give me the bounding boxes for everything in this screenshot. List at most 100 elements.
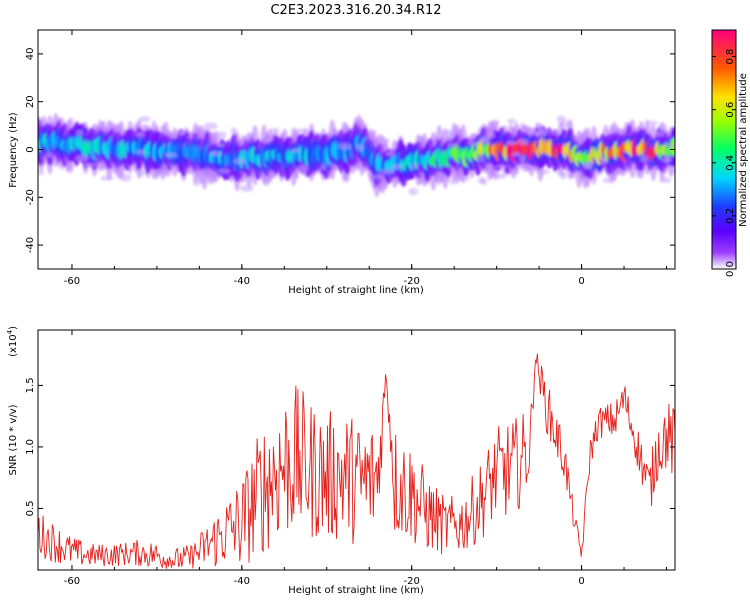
spectrogram-speck [139, 116, 151, 122]
figure-title: C2E3.2023.316.20.34.R12 [270, 3, 441, 18]
snr-panel: -60 -40 -20 0 0.5 1.0 1.5 Height of straight l… [6, 326, 676, 596]
spectrogram-speck [665, 143, 675, 148]
spectrogram-speck [233, 157, 246, 165]
spectrogram-speck [479, 135, 490, 142]
spectrogram-x-label: Height of straight line (km) [288, 285, 424, 296]
snr-ticks: -60 -40 -20 0 0.5 1.0 1.5 [25, 330, 675, 587]
spectrogram-x-tick-label: 0 [578, 276, 584, 287]
colorbar-ticks: 0.0 0.2 0.4 0.6 0.8 [712, 49, 736, 277]
snr-series-line [38, 353, 675, 569]
spectrogram-y-tick-label: -40 [25, 237, 36, 253]
colorbar-frame [711, 29, 737, 270]
snr-scale-label: (x104) [6, 326, 19, 357]
spectrogram-speck [338, 142, 352, 151]
snr-y-tick-label: 1.5 [25, 377, 36, 393]
spectrogram-y-tick-label: -20 [25, 189, 36, 205]
snr-x-tick-label: -60 [64, 576, 80, 587]
spectrogram-speck [516, 138, 529, 146]
colorbar-tick-label: 0.8 [725, 49, 736, 65]
spectrogram-speck [355, 143, 365, 152]
spectrogram-speck [488, 120, 500, 126]
spectrogram-speck [381, 168, 395, 175]
spectrogram-speck [135, 149, 146, 155]
spectrogram-speck [176, 130, 186, 136]
snr-x-tick-label: -20 [404, 576, 420, 587]
spectrogram-speck [38, 169, 45, 176]
spectrogram-speck [385, 151, 396, 157]
snr-x-tick-label: -40 [234, 576, 250, 587]
spectrogram-speck [290, 148, 300, 153]
spectrogram-speck [602, 177, 613, 183]
spectrogram-ticks: -60 -40 -20 0 -40 -20 0 20 40 [25, 30, 675, 287]
spectrogram-y-label: Frequency (Hz) [8, 112, 19, 188]
spectrogram-speck [197, 175, 210, 184]
spectrogram-speck [648, 120, 658, 126]
spectrogram-speck [320, 163, 327, 171]
spectrogram-speck [467, 140, 479, 147]
colorbar-tick-label: 0.0 [725, 261, 736, 277]
spectrogram-speck [261, 138, 272, 144]
spectrogram-speck [150, 169, 162, 176]
spectrogram-speck [653, 131, 665, 137]
spectrogram-speck [556, 115, 566, 123]
spectrogram-speck [477, 176, 486, 184]
spectrogram-speck [555, 171, 568, 176]
spectrogram-speck [519, 154, 527, 162]
colorbar-gradient [712, 30, 736, 269]
spectrogram-speck [217, 168, 231, 174]
spectrogram-speck [659, 177, 672, 183]
snr-y-label: SNR (10 * v/v) [8, 404, 19, 475]
snr-x-tick-label: 0 [578, 576, 584, 587]
spectrogram-speck [100, 175, 114, 181]
spectrogram-speck [198, 169, 207, 177]
spectrogram-speck [639, 155, 649, 163]
spectrogram-speck [116, 166, 125, 175]
colorbar-label: Normalized spectral amplitude [738, 73, 749, 227]
colorbar-tick-label: 0.6 [725, 102, 736, 118]
spectrogram-speck [208, 150, 223, 157]
spectrogram-speck [635, 173, 644, 179]
spectrogram-speck [136, 168, 146, 177]
spectrogram-speck [203, 122, 218, 130]
spectrogram-speck [494, 164, 508, 169]
spectrogram-speck [511, 152, 521, 157]
spectrogram-speck [372, 173, 386, 180]
spectrogram-speck [507, 118, 517, 125]
spectrogram-speck [441, 129, 454, 134]
spectrogram-speck [506, 140, 517, 146]
colorbar-tick-label: 0.4 [725, 155, 736, 171]
svg-text:(x104): (x104) [6, 326, 19, 357]
spectrogram-speck [271, 127, 280, 134]
spectrogram-speck [75, 154, 89, 162]
spectrogram-speck [599, 157, 607, 165]
spectrogram-speck [668, 166, 675, 174]
spectrogram-x-tick-label: -40 [234, 276, 250, 287]
spectrogram-speck [377, 137, 391, 144]
spectrogram-speck [411, 163, 419, 170]
snr-x-label: Height of straight line (km) [288, 585, 424, 596]
spectrogram-speck [445, 132, 455, 140]
spectrogram-speck [661, 158, 671, 163]
spectrogram-speck [447, 142, 459, 148]
spectrogram-speck [448, 178, 460, 185]
colorbar-tick-label: 0.2 [725, 208, 736, 224]
spectrogram-speck [135, 132, 145, 138]
spectrogram-panel: -60 -40 -20 0 -40 -20 0 20 40 Height of straight… [8, 29, 676, 296]
spectrogram-speck [75, 129, 84, 137]
spectrogram-speck [237, 141, 245, 146]
spectrogram-y-tick-label: 40 [25, 48, 36, 61]
spectrogram-speck [216, 143, 226, 148]
spectrogram-speck [295, 128, 307, 133]
spectrogram-speck [240, 184, 254, 192]
spectrogram-speck [475, 157, 486, 162]
snr-y-tick-label: 1.0 [25, 439, 36, 455]
spectrogram-speck [82, 162, 97, 168]
spectrogram-x-tick-label: -60 [64, 276, 80, 287]
spectrogram-speck [538, 128, 551, 134]
spectrogram-speck [537, 168, 550, 175]
spectrogram-x-tick-label: -20 [404, 276, 420, 287]
spectrogram-speck [552, 129, 560, 136]
spectrogram-speck [119, 173, 132, 182]
spectrogram-speck [391, 164, 403, 170]
spectrogram-speck [160, 163, 168, 172]
